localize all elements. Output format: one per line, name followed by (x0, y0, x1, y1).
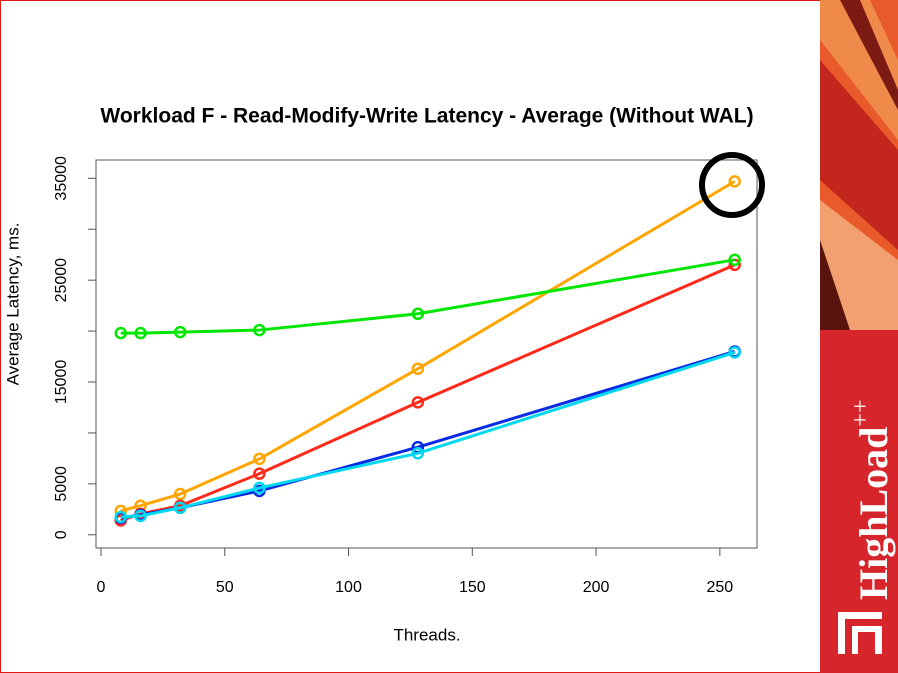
y-tick-label: 35000 (53, 156, 70, 201)
data-point (253, 481, 266, 495)
data-point (411, 307, 425, 321)
y-tick-label: 5000 (53, 466, 70, 502)
x-axis-label: Threads. (393, 625, 460, 644)
x-tick-label: 50 (216, 579, 234, 596)
data-point (173, 325, 187, 339)
data-point (253, 323, 266, 337)
data-point (134, 509, 147, 523)
data-point (728, 253, 741, 267)
logo-part (852, 626, 882, 632)
data-point (114, 510, 128, 524)
y-tick-label: 15000 (53, 360, 70, 405)
brand-logo (838, 612, 882, 654)
data-point (173, 501, 187, 515)
x-tick-label: 150 (459, 579, 486, 596)
y-tick-label: 25000 (53, 258, 70, 303)
x-tick-label: 200 (583, 579, 610, 596)
series-line (120, 180, 736, 513)
logo-part (852, 626, 858, 654)
data-point (253, 452, 266, 466)
data-point (173, 487, 187, 501)
brand-sup: ++ (848, 400, 874, 427)
data-point (253, 467, 266, 480)
data-point (411, 362, 425, 376)
band-art (820, 0, 898, 140)
y-axis-label: Average Latency, ms. (3, 223, 22, 386)
x-tick-label: 0 (96, 579, 105, 596)
y-tick-label: 0 (53, 530, 70, 539)
data-point (411, 396, 425, 409)
data-point (411, 447, 425, 460)
x-tick-label: 250 (707, 579, 734, 596)
data-point (134, 326, 147, 340)
series-line (120, 258, 735, 335)
logo-part (838, 612, 882, 619)
plot: 0 50 100 150 200 250 0 5000 15000 25000 35000 (53, 156, 741, 596)
x-tick-label: 100 (335, 579, 362, 596)
brand-name-text: HighLoad (851, 427, 896, 600)
chart-title: Workload F - Read-Modify-Write Latency -… (100, 105, 753, 128)
band-art (840, 0, 898, 110)
logo-part (838, 612, 845, 654)
brand-band: HighLoad++ (820, 0, 898, 673)
logo-part (875, 626, 882, 654)
data-point (728, 346, 741, 359)
band-art (820, 60, 898, 250)
series-line (120, 351, 736, 519)
highlight-circle (699, 152, 765, 218)
band-art (820, 240, 850, 330)
data-point (728, 175, 741, 188)
brand-name: HighLoad++ (848, 400, 897, 600)
data-point (114, 326, 128, 340)
plot-frame (95, 159, 758, 549)
band-art (820, 200, 898, 330)
